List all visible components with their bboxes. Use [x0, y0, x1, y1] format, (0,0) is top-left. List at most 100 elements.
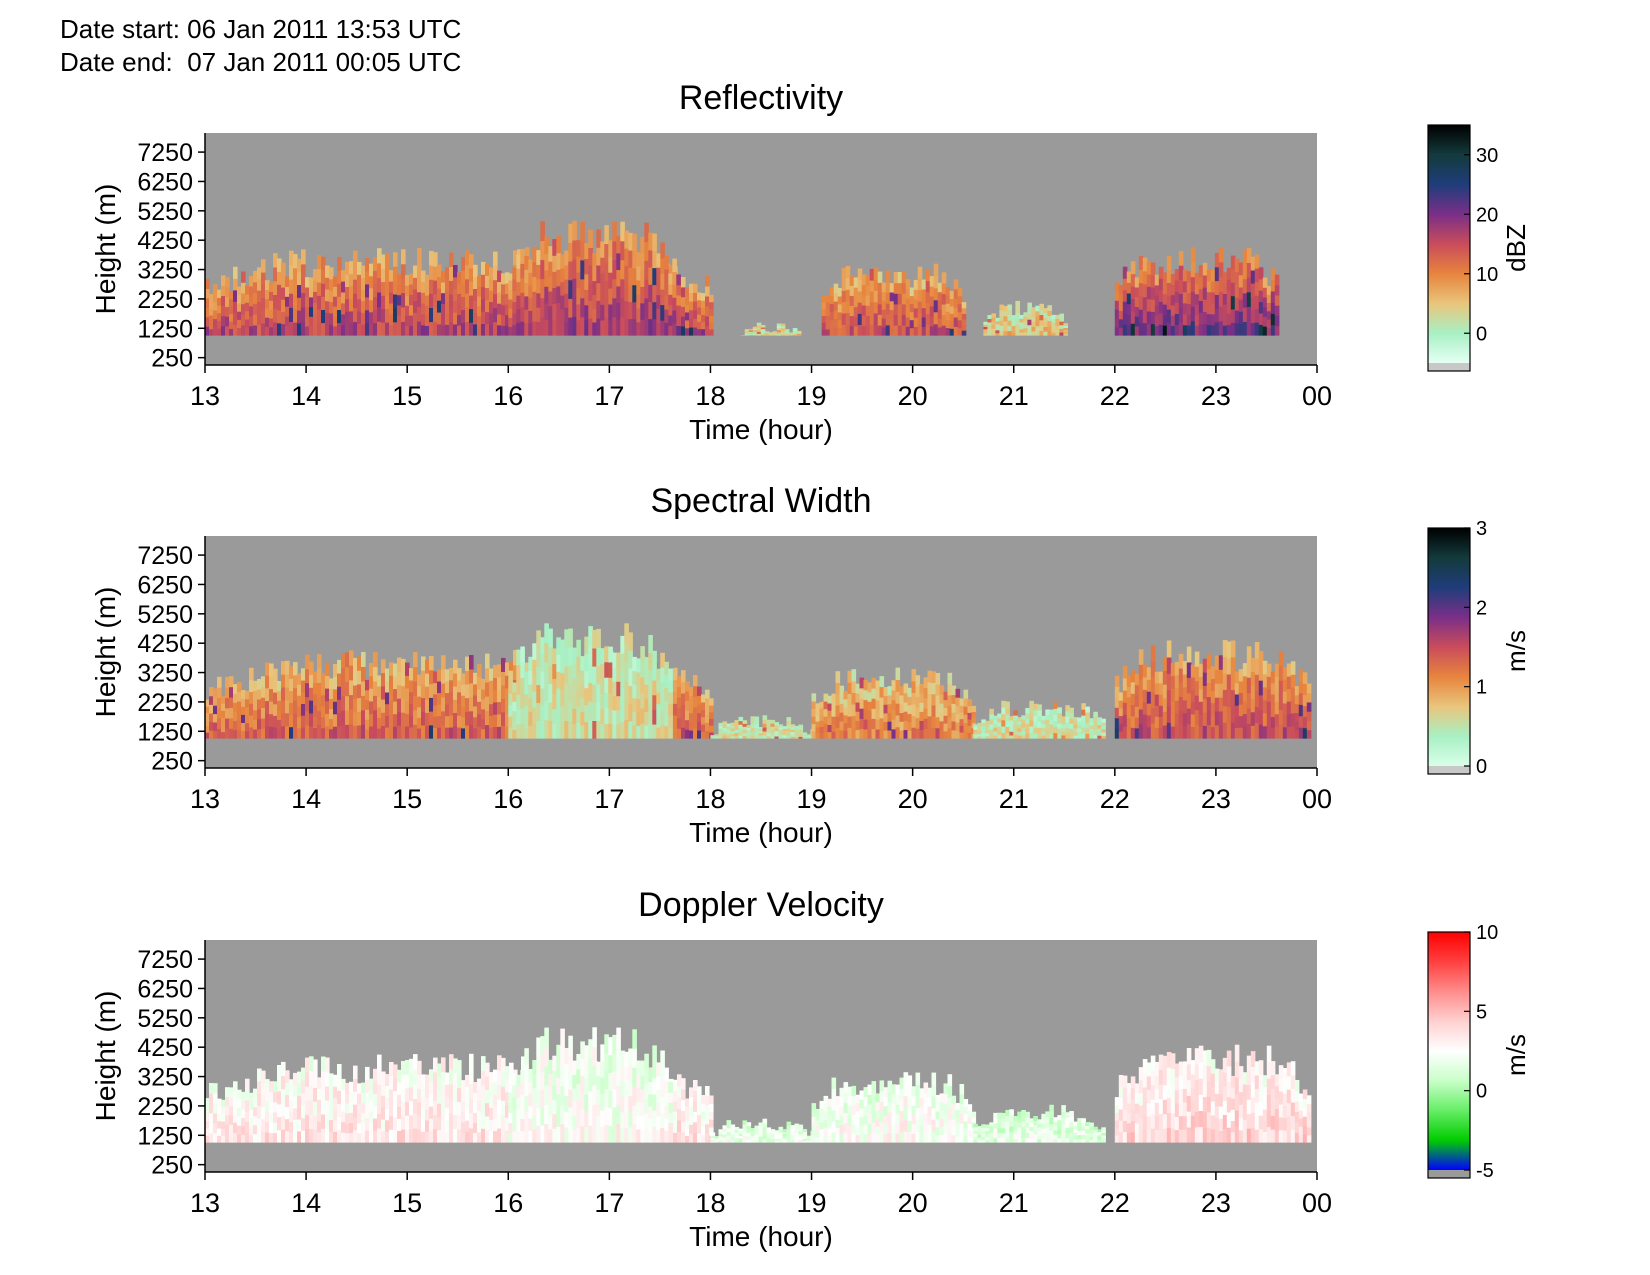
echo-cell — [677, 707, 682, 719]
echo-cell — [714, 734, 720, 736]
echo-cell — [357, 311, 362, 324]
echo-cell — [1134, 277, 1140, 288]
echo-cell — [758, 1125, 764, 1130]
echo-cell — [891, 699, 897, 710]
echo-cell — [477, 325, 482, 337]
echo-cell — [1222, 272, 1228, 284]
echo-cell — [305, 710, 310, 726]
echo-cell — [1198, 688, 1204, 702]
echo-cell — [1242, 292, 1248, 308]
echo-cell — [685, 729, 690, 740]
echo-cell — [393, 252, 398, 267]
echo-cell — [1150, 676, 1156, 693]
echo-cell — [493, 1081, 498, 1095]
echo-cell — [714, 1138, 720, 1140]
echo-cell — [1134, 286, 1140, 298]
echo-cell — [616, 709, 621, 725]
echo-cell — [1278, 680, 1284, 696]
echo-cell — [337, 699, 342, 713]
echo-cell — [993, 723, 998, 728]
echo-cell — [1162, 697, 1168, 712]
echo-cell — [277, 1103, 282, 1118]
echo-cell — [921, 298, 927, 309]
echo-cell — [552, 319, 557, 337]
x-tick-label: 21 — [999, 784, 1029, 814]
echo-cell — [1001, 707, 1006, 714]
echo-cell — [1186, 292, 1192, 304]
echo-cell — [835, 1119, 841, 1128]
echo-cell — [305, 682, 310, 698]
echo-cell — [532, 276, 537, 292]
echo-cell — [1222, 722, 1228, 740]
x-tick-label: 23 — [1201, 381, 1231, 411]
echo-cell — [520, 292, 525, 308]
y-tick-label: 7250 — [137, 542, 193, 570]
echo-cell — [811, 1116, 817, 1124]
echo-cell — [548, 290, 553, 307]
echo-cell — [668, 727, 673, 740]
echo-cell — [261, 259, 266, 273]
echo-cell — [1198, 701, 1204, 715]
echo-cell — [1122, 665, 1128, 679]
echo-cell — [1114, 309, 1120, 319]
echo-cell — [493, 677, 498, 691]
echo-cell — [825, 315, 831, 323]
echo-cell — [297, 322, 302, 337]
echo-cell — [612, 1070, 617, 1090]
echo-cell — [345, 724, 350, 740]
echo-cell — [754, 1139, 760, 1144]
echo-cell — [977, 736, 982, 740]
echo-cell — [520, 1082, 525, 1095]
echo-cell — [825, 322, 831, 330]
echo-cell — [600, 241, 605, 258]
echo-cell — [469, 308, 474, 323]
echo-cell — [544, 642, 549, 663]
echo-cell — [640, 302, 645, 320]
echo-cell — [520, 661, 525, 678]
echo-cell — [1162, 684, 1168, 699]
echo-cell — [1186, 281, 1192, 294]
echo-cell — [397, 1106, 402, 1119]
echo-cell — [469, 254, 474, 269]
echo-cell — [1045, 714, 1050, 720]
echo-cell — [656, 1075, 661, 1090]
echo-cell — [927, 704, 933, 717]
echo-cell — [213, 1093, 218, 1104]
echo-cell — [449, 1083, 454, 1099]
echo-cell — [893, 293, 899, 305]
echo-cell — [1246, 646, 1252, 663]
echo-cell — [1294, 721, 1300, 731]
echo-cell — [855, 702, 861, 712]
echo-cell — [289, 678, 294, 691]
echo-cell — [1130, 310, 1136, 324]
echo-cell — [241, 1117, 246, 1127]
echo-cell — [875, 1118, 881, 1127]
echo-cell — [701, 314, 706, 323]
echo-cell — [433, 1100, 438, 1115]
echo-cell — [1118, 293, 1124, 303]
echo-cell — [405, 315, 410, 327]
echo-cell — [417, 277, 422, 293]
echo-cell — [552, 678, 557, 695]
echo-cell — [1029, 707, 1034, 714]
echo-cell — [580, 316, 585, 337]
echo-cell — [839, 721, 845, 731]
echo-cell — [257, 689, 262, 700]
echo-cell — [1290, 725, 1296, 740]
echo-cell — [843, 1092, 849, 1103]
echo-cell — [762, 1130, 768, 1136]
echo-cell — [1134, 706, 1140, 718]
echo-cell — [277, 681, 282, 692]
echo-cell — [867, 719, 873, 730]
echo-cell — [257, 1105, 262, 1119]
echo-cell — [273, 727, 278, 740]
echo-cell — [225, 286, 230, 298]
echo-cell — [345, 323, 350, 337]
echo-cell — [1033, 715, 1038, 722]
echo-cell — [821, 295, 827, 303]
echo-cell — [1238, 692, 1244, 705]
echo-cell — [746, 1135, 752, 1140]
echo-cell — [1053, 708, 1058, 715]
echo-cell — [501, 711, 506, 726]
